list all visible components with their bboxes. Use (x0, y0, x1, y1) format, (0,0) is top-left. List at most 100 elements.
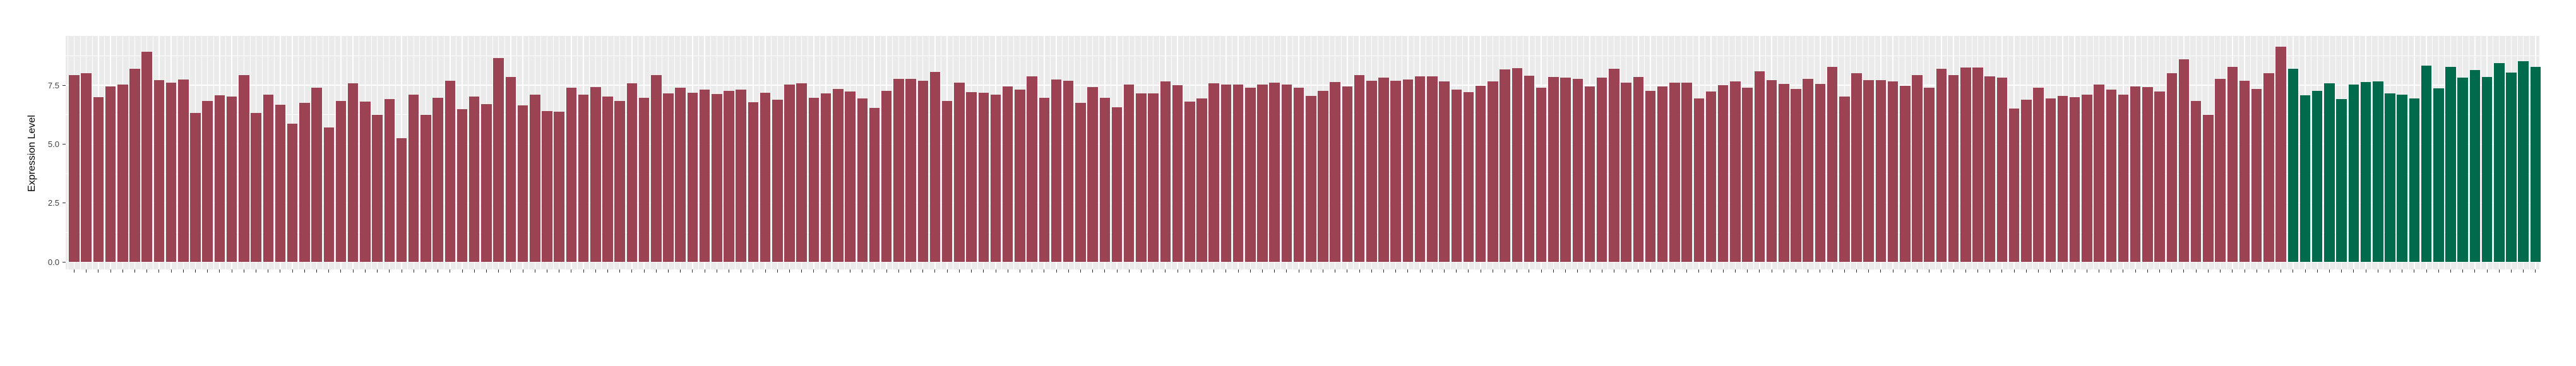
x-tick-mark (1274, 269, 1275, 273)
x-tick-mark (1747, 269, 1748, 273)
x-tick-mark (2511, 269, 2512, 273)
bar-group-a (2057, 95, 2068, 262)
bar-group-a (699, 90, 710, 262)
minor-gridline-x (298, 36, 299, 269)
x-tick-mark (2426, 269, 2427, 273)
minor-gridline-x (116, 36, 117, 269)
x-tick-mark (195, 269, 196, 273)
bar-group-a (360, 101, 371, 262)
minor-gridline-x (1826, 36, 1827, 269)
bar-group-a (1414, 76, 1426, 262)
bar-group-a (796, 83, 807, 262)
bar-group-a (1779, 84, 1789, 262)
x-tick-mark (2317, 269, 2318, 273)
x-tick-mark (1880, 269, 1881, 273)
bar-group-a (1451, 89, 1462, 262)
minor-gridline-x (965, 36, 966, 269)
bar-group-a (1306, 95, 1316, 262)
bar-group-a (1839, 96, 1850, 262)
x-tick-mark (328, 269, 330, 273)
bar-group-a (1657, 86, 1668, 262)
x-tick-mark (2523, 269, 2524, 273)
minor-gridline-x (249, 36, 251, 269)
bar-group-a (1208, 83, 1219, 262)
bar-group-a (384, 99, 395, 262)
bar-group-a (857, 98, 868, 262)
x-tick-mark (1419, 269, 1421, 273)
x-tick-mark (2171, 269, 2173, 273)
major-gridline (66, 261, 2539, 263)
x-tick-mark (122, 269, 123, 273)
bar-group-a (517, 105, 528, 262)
minor-gridline-x (589, 36, 590, 269)
bar-group-a (1354, 74, 1365, 262)
minor-gridline-x (1801, 36, 1803, 269)
minor-gridline-x (1595, 36, 1596, 269)
x-tick-mark (813, 269, 814, 273)
bar-group-a (251, 113, 261, 262)
x-tick-mark (1565, 269, 1566, 273)
bar-group-a (456, 109, 468, 262)
bar-group-a (1948, 75, 1959, 262)
minor-gridline-x (1037, 36, 1039, 269)
minor-gridline-x (2104, 36, 2106, 269)
minor-gridline-x (1789, 36, 1791, 269)
minor-gridline-x (2444, 36, 2445, 269)
bar-group-a (833, 89, 844, 262)
x-tick-mark (777, 269, 778, 273)
bar-group-a (1269, 82, 1280, 262)
bar-group-a (1015, 90, 1025, 262)
bar-group-a (214, 95, 225, 262)
x-tick-mark (1286, 269, 1287, 273)
bar-group-a (1342, 86, 1353, 262)
bar-group-a (372, 115, 383, 262)
bar-group-a (1488, 81, 1498, 262)
x-tick-mark (1431, 269, 1433, 273)
bar-group-b (2324, 83, 2335, 262)
bar-group-a (1851, 73, 1862, 262)
x-tick-mark (886, 269, 887, 273)
minor-gridline-x (2335, 36, 2336, 269)
x-tick-mark (2450, 269, 2451, 273)
x-tick-mark (971, 269, 972, 273)
x-tick-mark (2062, 269, 2063, 273)
minor-gridline-x (844, 36, 845, 269)
x-tick-mark (1977, 269, 1979, 273)
minor-gridline-x (1001, 36, 1002, 269)
bar-group-a (239, 75, 249, 262)
bar-group-a (929, 72, 941, 262)
bar-group-a (2008, 108, 2020, 262)
bar-group-a (530, 94, 540, 262)
x-tick-mark (1674, 269, 1675, 273)
x-tick-mark (1468, 269, 1469, 273)
minor-gridline-x (2505, 36, 2506, 269)
bar-group-a (69, 75, 80, 262)
bar-group-a (2227, 66, 2238, 262)
x-tick-mark (643, 269, 645, 273)
x-tick-mark (352, 269, 354, 273)
minor-gridline-x (528, 36, 530, 269)
x-tick-mark (934, 269, 936, 273)
bar-group-a (2130, 86, 2141, 262)
minor-gridline-x (2032, 36, 2033, 269)
minor-gridline-x (564, 36, 566, 269)
minor-gridline-x (2214, 36, 2215, 269)
bar-group-a (1123, 85, 1135, 262)
minor-gridline-x (1328, 36, 1330, 269)
bar-group-a (554, 112, 564, 262)
bar-group-a (153, 80, 165, 262)
minor-gridline-x (1631, 36, 1633, 269)
y-axis-title: Expression Level (27, 115, 37, 192)
x-tick-mark (2001, 269, 2003, 273)
bar-group-a (117, 84, 128, 262)
bar-group-a (299, 102, 310, 262)
x-tick-mark (765, 269, 766, 273)
bar-group-a (1245, 88, 1256, 262)
bar-group-a (966, 92, 977, 262)
minor-gridline-x (1741, 36, 1742, 269)
minor-gridline-x (1013, 36, 1015, 269)
bar-group-a (893, 78, 904, 262)
bar-group-a (335, 101, 347, 262)
bar-group-a (1330, 81, 1340, 262)
x-tick-mark (1407, 269, 1409, 273)
